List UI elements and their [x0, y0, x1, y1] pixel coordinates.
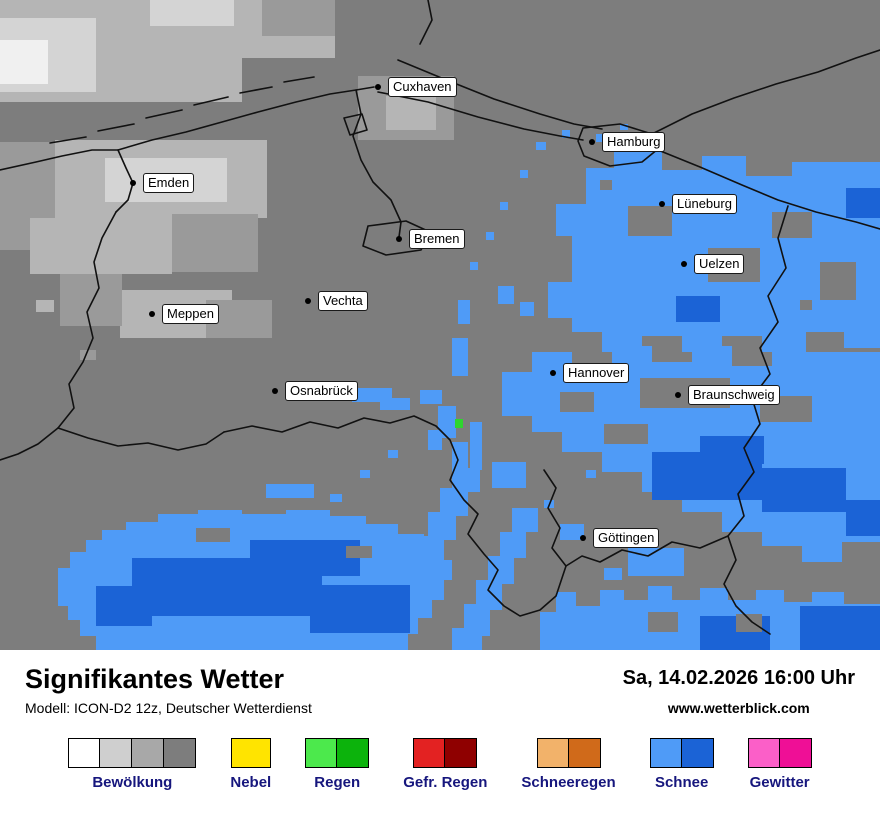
legend-swatches [68, 738, 197, 768]
city-marker: Lüneburg [659, 194, 737, 214]
legend-label: Gewitter [749, 774, 810, 791]
city-label: Meppen [162, 304, 219, 324]
page-title: Signifikantes Wetter [25, 664, 285, 694]
city-dot-icon [130, 180, 136, 186]
legend-swatch [164, 738, 197, 768]
legend-swatches [305, 738, 370, 768]
legend-group: Gefr. Regen [403, 738, 487, 791]
legend-swatch [413, 738, 446, 768]
city-label: Uelzen [694, 254, 745, 274]
city-marker: Uelzen [681, 254, 745, 274]
footer-left: Signifikantes Wetter Modell: ICON-D2 12z… [25, 664, 312, 716]
footer: Signifikantes Wetter Modell: ICON-D2 12z… [0, 650, 880, 830]
city-marker: Osnabrück [272, 381, 358, 401]
legend-swatch [747, 738, 780, 768]
legend-swatch [568, 738, 601, 768]
border-lines [0, 0, 880, 635]
city-label: Braunschweig [688, 385, 780, 405]
legend-label: Regen [314, 774, 361, 791]
footer-text-row: Signifikantes Wetter Modell: ICON-D2 12z… [25, 664, 855, 716]
city-dot-icon [659, 201, 665, 207]
city-marker: Bremen [396, 229, 465, 249]
datetime-label: Sa, 14.02.2026 16:00 Uhr [622, 667, 855, 689]
city-marker: Cuxhaven [375, 77, 457, 97]
legend: Bewölkung Nebel Regen Gefr. Regen Schneerege… [25, 738, 855, 791]
city-marker: Göttingen [580, 528, 660, 548]
city-dot-icon [580, 535, 586, 541]
city-dot-icon [550, 370, 556, 376]
city-layer: Cuxhaven Hamburg Emden Lüneburg Bremen Uelzen… [130, 77, 780, 548]
legend-label: Gefr. Regen [403, 774, 488, 791]
legend-swatch [230, 738, 271, 768]
city-dot-icon [675, 392, 681, 398]
legend-swatch [305, 738, 338, 768]
city-dot-icon [681, 261, 687, 267]
city-dot-icon [272, 388, 278, 394]
legend-group: Regen [305, 738, 370, 791]
cloud-layer [0, 0, 454, 360]
city-dot-icon [589, 139, 595, 145]
city-label: Vechta [318, 291, 368, 311]
legend-swatch [779, 738, 812, 768]
legend-swatches [649, 738, 714, 768]
legend-label: Schneeregen [521, 774, 616, 791]
city-dot-icon [305, 298, 311, 304]
city-label: Emden [143, 173, 195, 193]
city-label: Hannover [563, 363, 630, 383]
model-info: Modell: ICON-D2 12z, Deutscher Wetterdie… [25, 700, 312, 716]
city-label: Göttingen [593, 528, 660, 548]
legend-swatch [649, 738, 682, 768]
legend-group: Schneeregen [521, 738, 616, 791]
legend-swatches [747, 738, 812, 768]
city-marker: Meppen [149, 304, 219, 324]
legend-swatches [413, 738, 478, 768]
legend-swatch [445, 738, 478, 768]
city-label: Osnabrück [285, 381, 358, 401]
city-dot-icon [149, 311, 155, 317]
city-marker: Vechta [305, 291, 368, 311]
legend-group: Gewitter [747, 738, 812, 791]
footer-right: Sa, 14.02.2026 16:00 Uhr www.wetterblick… [623, 664, 855, 716]
city-label: Hamburg [602, 132, 666, 152]
legend-label: Schnee [654, 774, 709, 791]
weather-map: Cuxhaven Hamburg Emden Lüneburg Bremen Uelzen… [0, 0, 880, 650]
legend-swatch [68, 738, 101, 768]
city-label: Lüneburg [672, 194, 737, 214]
legend-swatch [536, 738, 569, 768]
city-label: Cuxhaven [388, 77, 457, 97]
city-marker: Braunschweig [675, 385, 780, 405]
legend-swatches [536, 738, 601, 768]
city-dot-icon [375, 84, 381, 90]
legend-label: Bewölkung [92, 774, 173, 791]
weather-map-svg [0, 0, 880, 650]
city-marker: Emden [130, 173, 195, 193]
islands-line [49, 76, 315, 144]
legend-swatch [337, 738, 370, 768]
legend-swatch [132, 738, 165, 768]
legend-swatch [681, 738, 714, 768]
legend-swatches [230, 738, 271, 768]
legend-group: Schnee [649, 738, 714, 791]
legend-group: Nebel [230, 738, 271, 791]
city-label: Bremen [409, 229, 465, 249]
legend-label: Nebel [230, 774, 272, 791]
city-marker: Hannover [550, 363, 630, 383]
legend-group: Bewölkung [68, 738, 197, 791]
city-dot-icon [396, 236, 402, 242]
website-label: www.wetterblick.com [667, 700, 810, 716]
city-marker: Hamburg [589, 132, 666, 152]
legend-swatch [100, 738, 133, 768]
